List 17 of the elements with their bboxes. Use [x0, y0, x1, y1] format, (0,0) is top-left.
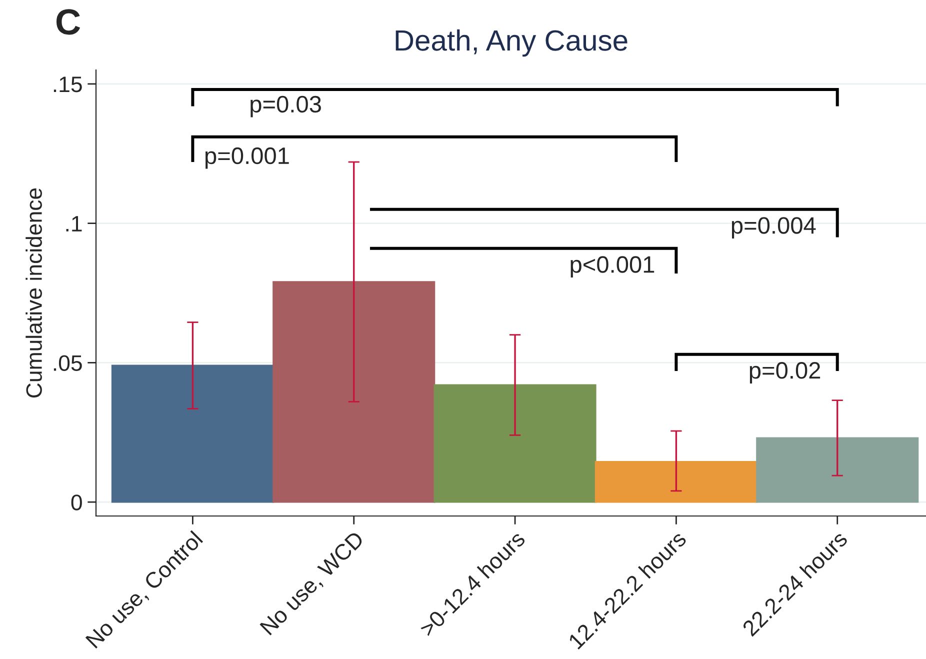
bar	[434, 384, 596, 503]
annotation: p=0.001	[206, 147, 289, 169]
bar	[756, 437, 919, 503]
annotation: p=0.03	[250, 96, 321, 118]
annotation: p<0.001	[570, 256, 654, 278]
annotation: p=0.02	[750, 362, 820, 384]
y-tick-label: .15	[54, 76, 82, 92]
chart-title: Death, Any Cause	[396, 29, 628, 57]
y-tick-label: 0	[71, 494, 82, 510]
y-axis-title: Cumulative incidence	[26, 188, 42, 398]
bar	[594, 460, 758, 503]
y-tick-label: .1	[66, 216, 82, 232]
text: C	[56, 9, 80, 35]
bar	[272, 281, 436, 503]
annotation: p=0.004	[732, 217, 816, 238]
y-tick-label: .05	[54, 355, 82, 371]
bar	[111, 364, 274, 503]
